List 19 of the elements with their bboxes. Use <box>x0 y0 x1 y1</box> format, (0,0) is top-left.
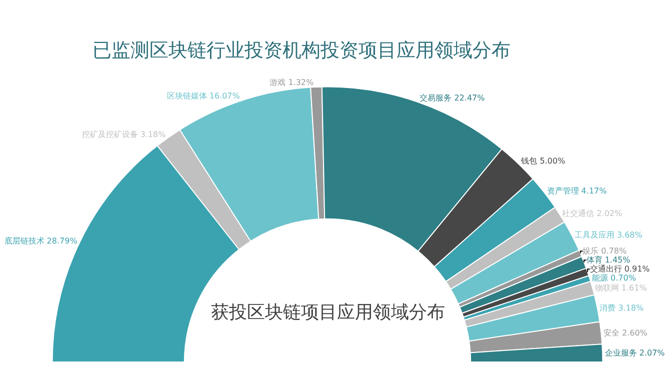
slice-label: 游戏 1.32% <box>270 78 314 88</box>
chart-title: 已监测区块链行业投资机构投资项目应用领域分布 <box>92 40 510 62</box>
slice-label: 安全 2.60% <box>603 328 648 338</box>
slice-label: 区块链媒体 16.07% <box>166 92 240 101</box>
slice-label: 体育 1.45% <box>586 256 631 265</box>
slice-label: 企业服务 2.07% <box>604 348 666 358</box>
slice-label: 资产管理 4.17% <box>546 186 608 196</box>
slice-label: 物联网 1.61% <box>594 283 648 292</box>
text: 获投区块链项目应用领域分布 <box>211 302 445 323</box>
slice-label: 挖矿及挖矿设备 3.18% <box>82 130 166 139</box>
slice-label: 消费 3.18% <box>600 304 644 313</box>
slice-label: 底层链技术 28.79% <box>4 236 78 246</box>
slice-label: 钱包 5.00% <box>520 156 566 166</box>
slice-label: 能源 0.70% <box>592 274 636 283</box>
slice-label: 交通出行 0.91% <box>590 264 650 274</box>
slice-label: 娱乐 0.78% <box>582 246 627 256</box>
slice-label: 社交通信 2.02% <box>562 208 623 218</box>
slice-label: 交易服务 22.47% <box>420 93 486 102</box>
slice-label: 工具及应用 3.68% <box>574 230 643 240</box>
